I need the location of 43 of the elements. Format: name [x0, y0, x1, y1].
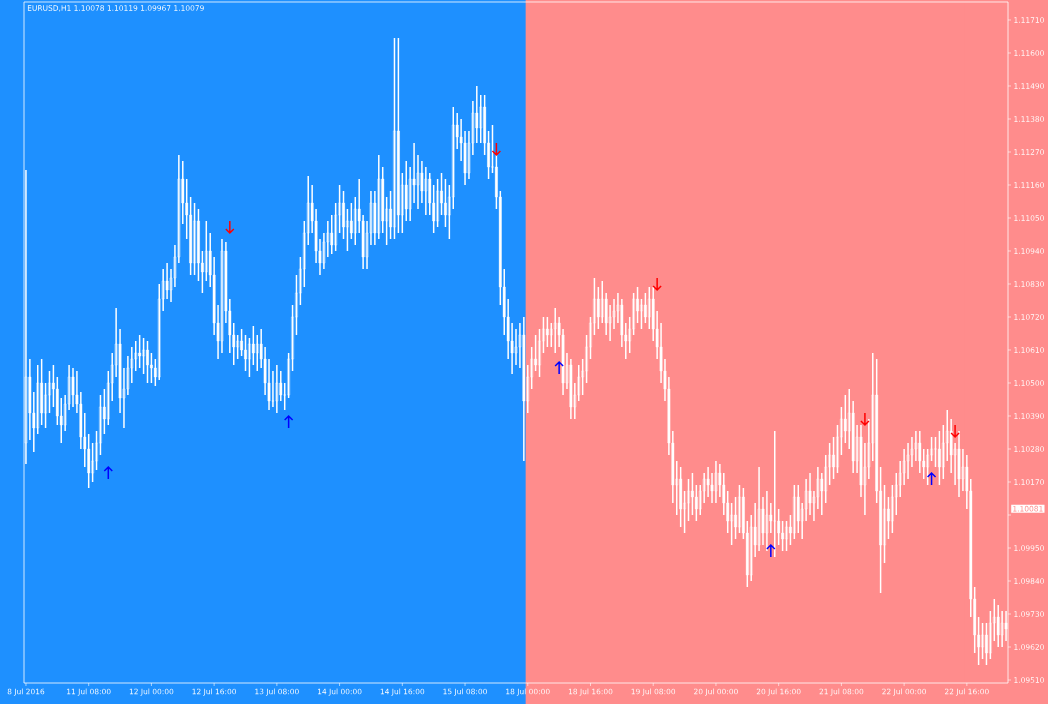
point: [766, 544, 776, 558]
candlestick: [773, 430, 777, 558]
candlestick: [792, 484, 796, 540]
candlestick: [765, 490, 769, 552]
point: [554, 361, 564, 375]
candlestick: [738, 484, 741, 534]
candlestick: [142, 337, 145, 375]
point: [926, 472, 937, 486]
candlestick: [883, 484, 886, 564]
candlestick: [687, 478, 690, 522]
point: [491, 142, 502, 156]
candlestick: [538, 328, 541, 378]
point: [225, 220, 235, 234]
candlestick: [926, 448, 930, 486]
candlestick: [236, 334, 240, 360]
candlestick: [981, 622, 984, 660]
candlestick: [248, 337, 251, 378]
candlestick: [785, 520, 788, 552]
candlestick: [436, 178, 439, 228]
point: [950, 424, 960, 438]
candlestick: [545, 316, 549, 348]
candlestick: [44, 382, 47, 429]
candlestick: [393, 37, 396, 240]
candlestick: [988, 610, 992, 660]
point: [652, 277, 662, 291]
candlestick: [193, 202, 196, 276]
candlestick: [553, 307, 557, 354]
candlestick: [334, 202, 338, 252]
candlestick: [890, 484, 894, 534]
candlestick: [91, 442, 94, 483]
candlestick: [934, 436, 937, 468]
candlestick: [138, 334, 142, 369]
candlestick: [48, 370, 51, 414]
candlestick: [714, 460, 718, 504]
point: [103, 466, 114, 480]
point: [283, 415, 294, 429]
candlestick: [691, 472, 694, 516]
candlestick: [730, 502, 733, 546]
candlestick: [781, 520, 784, 552]
candlestick: [275, 364, 279, 414]
candlestick: [150, 352, 153, 384]
candlestick: [640, 298, 643, 330]
point: [860, 412, 870, 426]
